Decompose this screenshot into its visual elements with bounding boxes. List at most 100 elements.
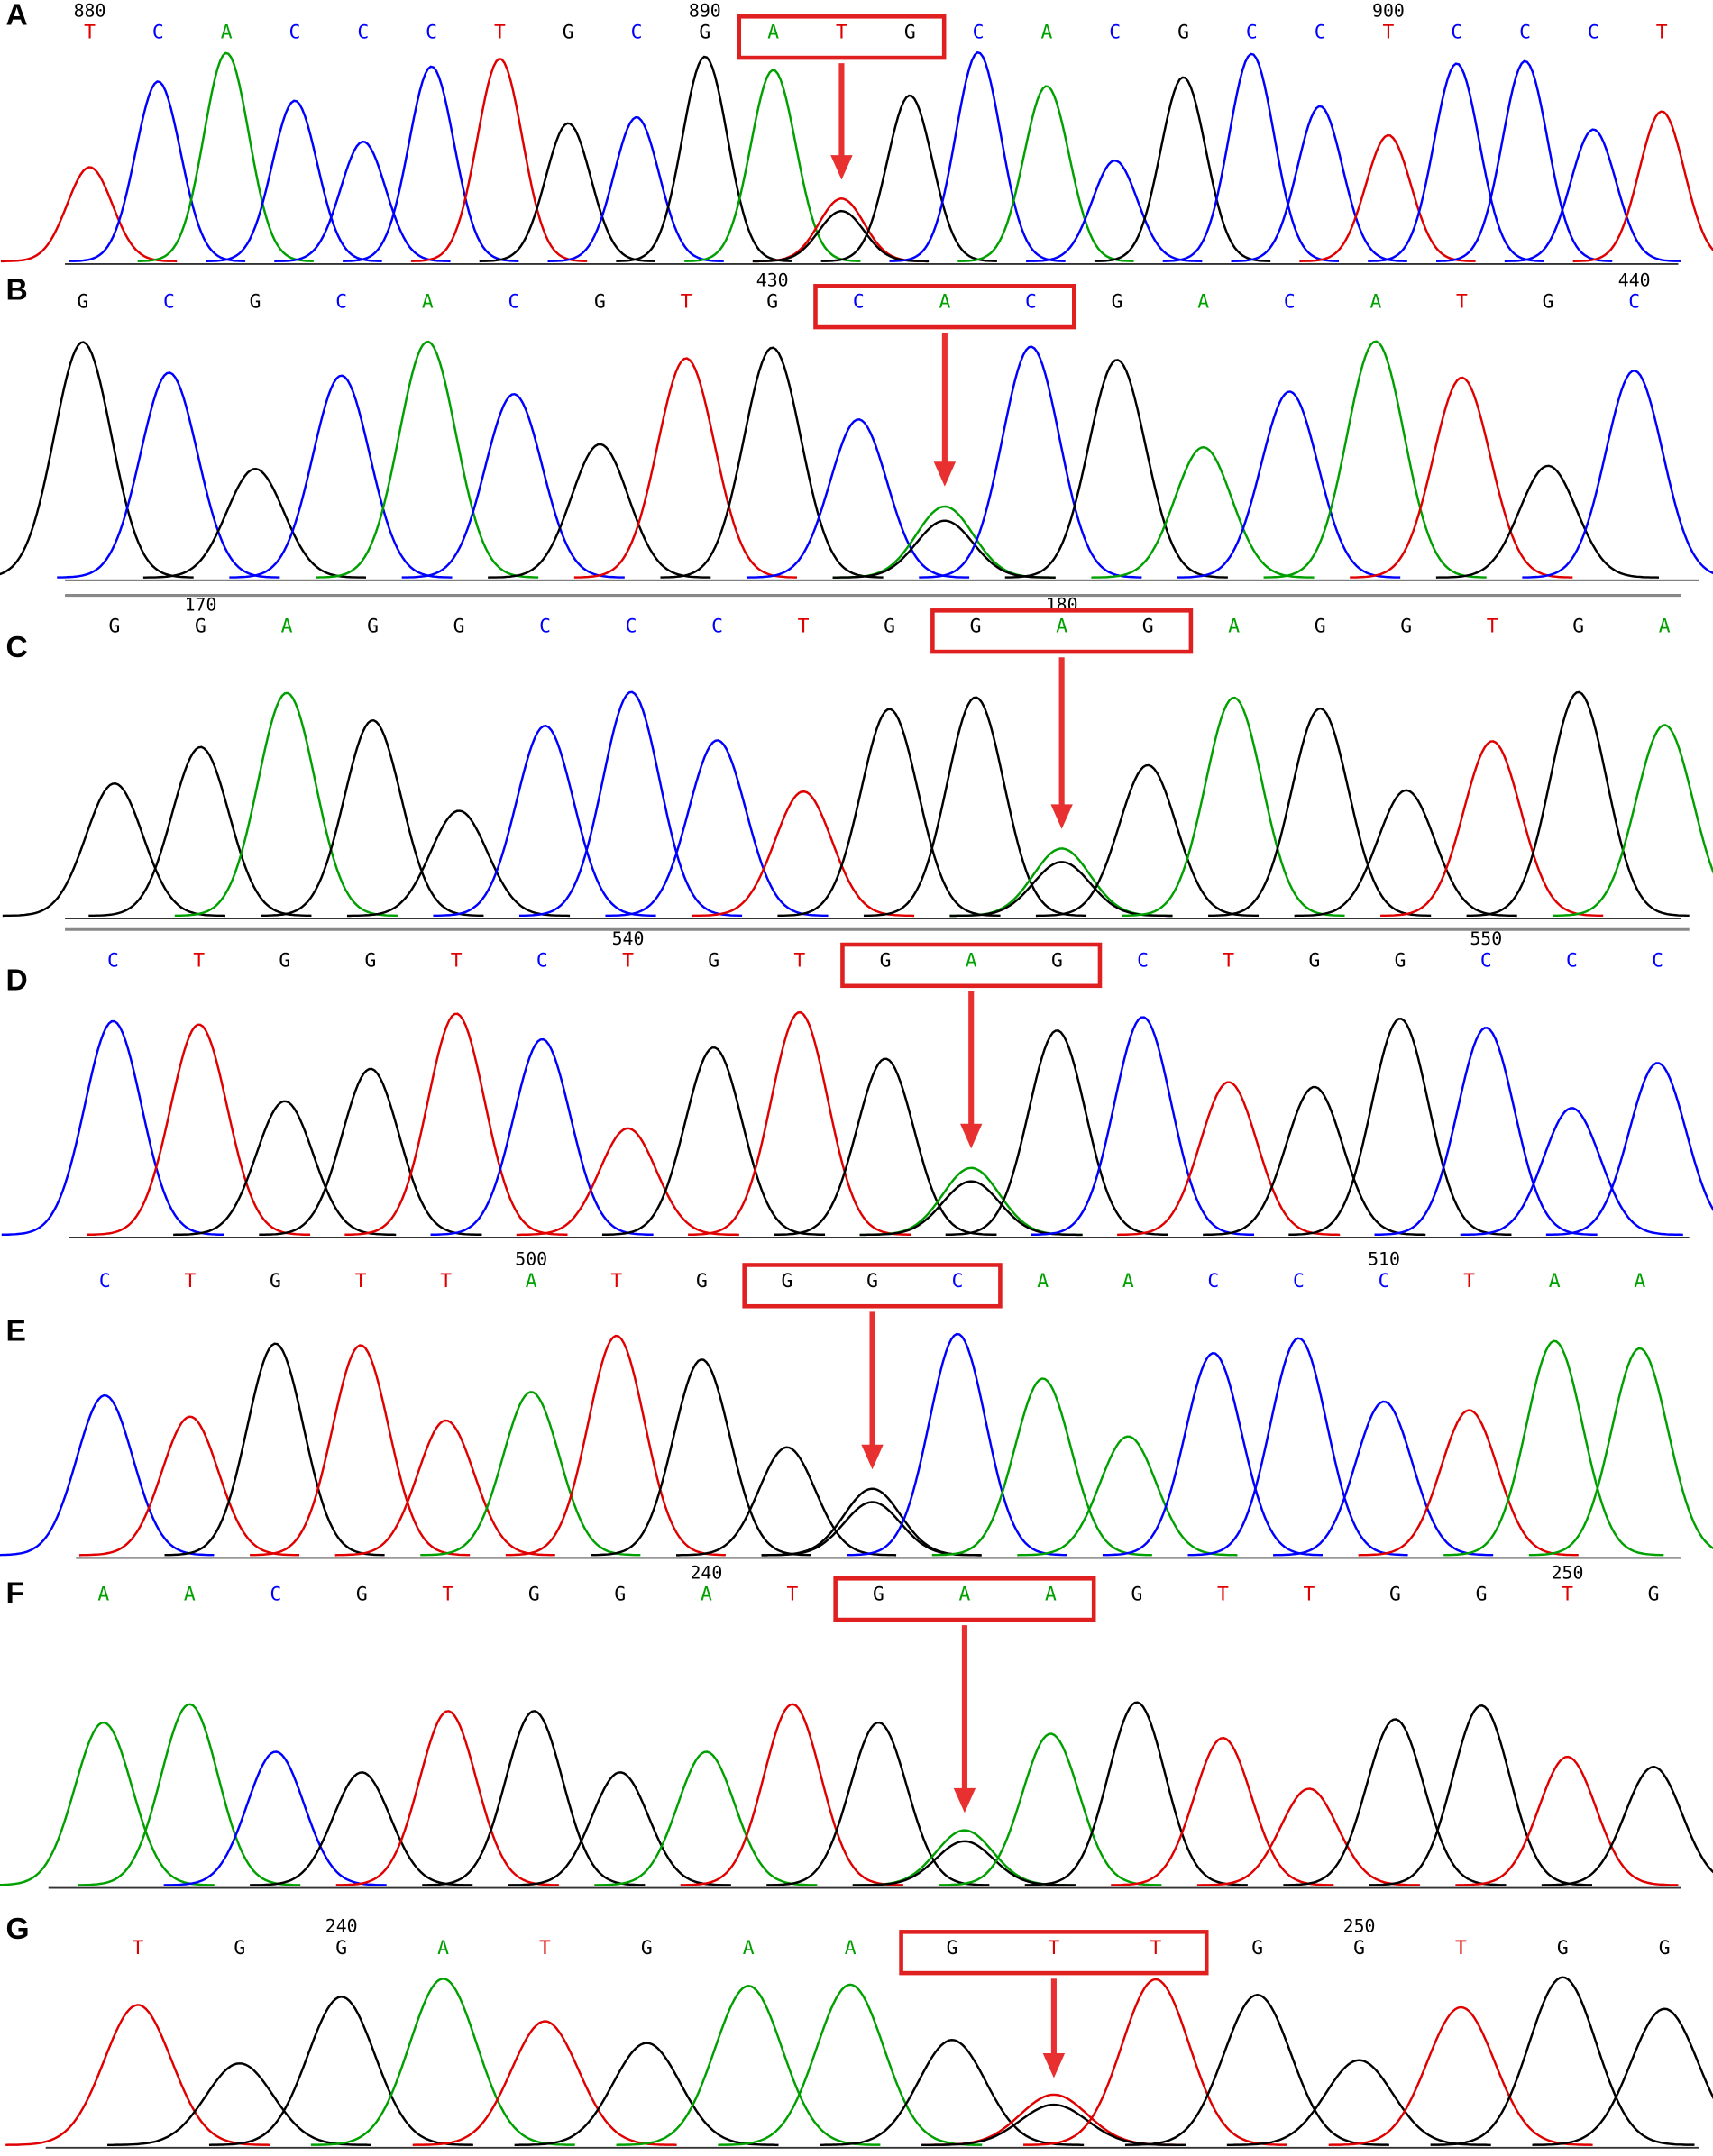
trace-peak (949, 847, 1173, 918)
base-call: A (437, 1937, 449, 1960)
trace-peak (488, 443, 711, 579)
base-call: T (440, 1270, 452, 1293)
base-call: G (1177, 22, 1189, 44)
trace-peak (761, 1487, 982, 1557)
trace-peak (1380, 740, 1604, 918)
trace-peak (1358, 1409, 1579, 1557)
position-number: 250 (1343, 1915, 1376, 1936)
base-call: C (711, 616, 723, 638)
trace-peak (676, 1446, 897, 1557)
base-call: T (1217, 1584, 1229, 1606)
base-call: T (1562, 1584, 1573, 1606)
base-call: T (610, 1270, 622, 1293)
position-number: 440 (1618, 270, 1651, 290)
base-call: G (1353, 1937, 1365, 1960)
base-call: C (1315, 22, 1326, 44)
trace-peak (820, 2039, 1085, 2147)
base-call: G (1557, 1937, 1569, 1960)
trace-peak (1528, 1347, 1713, 1557)
base-call: T (184, 1270, 196, 1293)
base-call: G (884, 616, 895, 638)
base-call: A (1040, 22, 1052, 44)
base-call: C (1109, 22, 1121, 44)
trace-peak (1023, 1978, 1287, 2146)
trace-peak (1231, 105, 1407, 263)
trace-peak (335, 1710, 559, 1886)
trace-peak (1263, 340, 1487, 579)
base-call: T (539, 1937, 551, 1960)
trace-peak (1026, 159, 1203, 263)
trace-peak (505, 1334, 726, 1557)
trace-peak (660, 346, 884, 579)
base-call: G (970, 616, 982, 638)
trace-peak (410, 57, 588, 262)
trace-peak (346, 809, 571, 918)
base-call: C (536, 949, 548, 972)
trace-peak (1466, 690, 1690, 918)
trace-peak (616, 1985, 881, 2147)
base-call: T (355, 1270, 367, 1293)
base-call: T (793, 949, 805, 972)
trace-peak (1369, 1704, 1592, 1886)
base-call: C (631, 22, 643, 44)
trace-peak (601, 1046, 826, 1236)
trace-peak (605, 739, 829, 918)
base-call: A (1659, 616, 1671, 638)
base-call: C (1566, 949, 1578, 972)
arrow-head (1042, 2053, 1066, 2078)
trace-peak (0, 1393, 215, 1557)
trace-peak (1350, 376, 1573, 579)
base-call: C (1246, 22, 1258, 44)
base-call: C (1451, 22, 1462, 44)
base-call: T (1455, 1937, 1467, 1960)
trace-peak (1435, 464, 1660, 579)
base-call: G (77, 291, 88, 314)
trace-peak (1273, 1400, 1494, 1557)
trace-peak (1091, 446, 1315, 579)
base-call: T (681, 291, 692, 314)
trace-peak (859, 1180, 1083, 1237)
base-call: G (563, 22, 574, 44)
arrow-head (830, 155, 853, 180)
base-call: A (939, 291, 950, 314)
base-call: G (335, 1937, 347, 1960)
trace-peak (931, 1377, 1152, 1557)
panel-label: E (5, 1314, 25, 1348)
base-call: C (1379, 1270, 1390, 1293)
highlight-box (742, 1263, 1003, 1309)
base-call: A (184, 1584, 196, 1606)
trace-peak (412, 2020, 677, 2147)
trace-peak (250, 1344, 471, 1557)
trace-peak (420, 1391, 641, 1557)
trace-peak (433, 725, 656, 918)
base-call: A (281, 616, 293, 638)
base-call: A (1122, 1270, 1134, 1293)
base-call: T (1383, 22, 1395, 44)
trace-peak (919, 345, 1142, 579)
base-call: C (357, 22, 369, 44)
trace-peak (514, 2042, 779, 2147)
trace-peak (1, 1019, 224, 1236)
base-call: G (1315, 616, 1326, 638)
trace-peak (573, 357, 797, 579)
position-number: 890 (689, 0, 721, 21)
base-call: G (904, 22, 916, 44)
trace-peak (949, 861, 1173, 918)
base-call: T (1223, 949, 1234, 972)
trace-peak (1177, 390, 1401, 579)
base-call: C (1519, 22, 1531, 44)
trace-peak (847, 1332, 1067, 1557)
trace-peak (206, 99, 382, 263)
arrow-head (960, 1123, 983, 1149)
trace-peak (777, 708, 1001, 918)
trace-peak (334, 1419, 555, 1557)
trace-peak (401, 392, 625, 579)
trace-peak (229, 374, 453, 579)
position-number: 240 (325, 1915, 358, 1936)
trace-peak (310, 1978, 575, 2146)
base-call: G (1395, 949, 1406, 972)
trace-peak (774, 1057, 997, 1236)
trace-peak (1117, 1081, 1341, 1237)
base-call: A (1037, 1270, 1049, 1293)
base-call: G (356, 1584, 368, 1606)
